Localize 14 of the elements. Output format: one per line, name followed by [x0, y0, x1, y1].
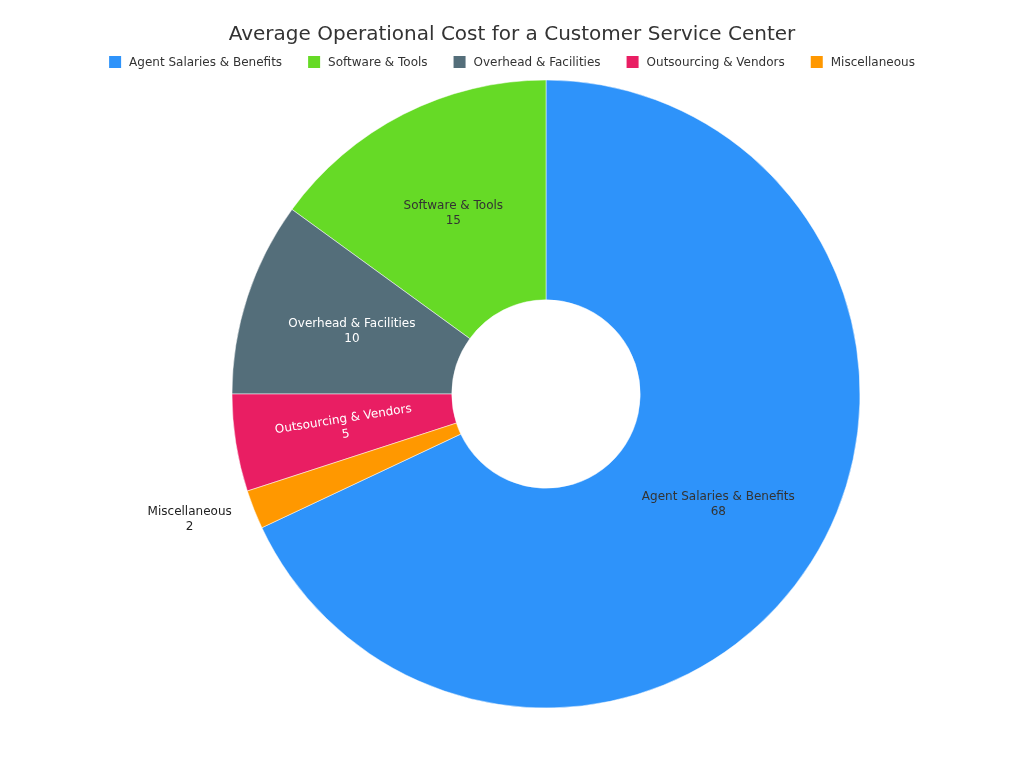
legend-label: Agent Salaries & Benefits	[129, 55, 283, 69]
data-label: 2	[185, 518, 194, 533]
data-label: 10	[344, 331, 360, 346]
legend-label: Overhead & Facilities	[473, 55, 601, 69]
slice-label: Overhead & Facilities	[288, 316, 416, 331]
slice-label: Software & Tools	[403, 197, 504, 212]
data-label: 15	[445, 212, 461, 227]
slice-label: Agent Salaries & Benefits	[641, 488, 795, 503]
legend-label: Software & Tools	[328, 55, 428, 69]
legend-label: Miscellaneous	[830, 55, 915, 69]
data-label: 68	[710, 503, 726, 518]
legend-label: Outsourcing & Vendors	[646, 55, 785, 69]
slice-label: Miscellaneous	[147, 503, 232, 518]
chart-title: Average Operational Cost for a Customer Service Center	[228, 21, 797, 45]
